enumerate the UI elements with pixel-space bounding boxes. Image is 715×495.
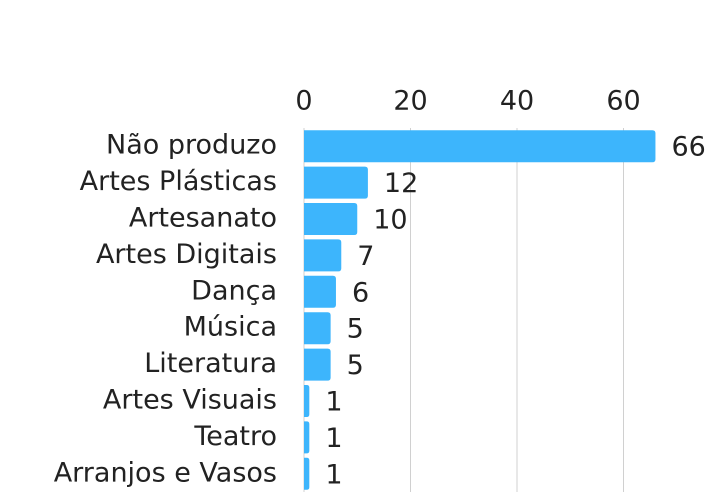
x-tick-label: 20 bbox=[393, 86, 427, 117]
bar bbox=[304, 239, 342, 272]
bar bbox=[304, 203, 358, 235]
bar bbox=[304, 421, 310, 454]
x-tick-label: 60 bbox=[606, 86, 640, 117]
y-tick-label: Teatro bbox=[193, 421, 277, 452]
data-label: 1 bbox=[325, 459, 342, 490]
data-label: 1 bbox=[325, 387, 342, 418]
y-tick-label: Literatura bbox=[144, 348, 277, 379]
y-tick-label: Música bbox=[184, 312, 277, 343]
x-tick-label: 40 bbox=[500, 86, 534, 117]
bar bbox=[304, 130, 656, 163]
y-tick-label: Artes Visuais bbox=[103, 385, 277, 416]
data-label: 7 bbox=[357, 241, 374, 272]
y-tick-label: Artesanato bbox=[129, 203, 277, 234]
data-label: 5 bbox=[347, 350, 364, 381]
data-label: 10 bbox=[373, 205, 407, 236]
bar bbox=[304, 348, 331, 381]
y-tick-label: Artes Digitais bbox=[96, 239, 277, 270]
data-label: 5 bbox=[347, 314, 364, 345]
bar bbox=[304, 275, 336, 308]
data-label: 6 bbox=[352, 277, 369, 308]
y-tick-label: Artes Plásticas bbox=[80, 166, 277, 197]
bar bbox=[304, 385, 310, 417]
data-label: 66 bbox=[671, 132, 705, 163]
y-tick-label: Dança bbox=[191, 275, 277, 306]
bar bbox=[304, 457, 310, 490]
x-tick-label: 0 bbox=[295, 86, 312, 117]
y-tick-label: Não produzo bbox=[106, 130, 277, 161]
bar bbox=[304, 312, 331, 345]
bar bbox=[304, 166, 368, 199]
y-tick-label: Arranjos e Vasos bbox=[54, 457, 277, 488]
data-label: 1 bbox=[325, 423, 342, 454]
data-label: 12 bbox=[384, 168, 418, 199]
